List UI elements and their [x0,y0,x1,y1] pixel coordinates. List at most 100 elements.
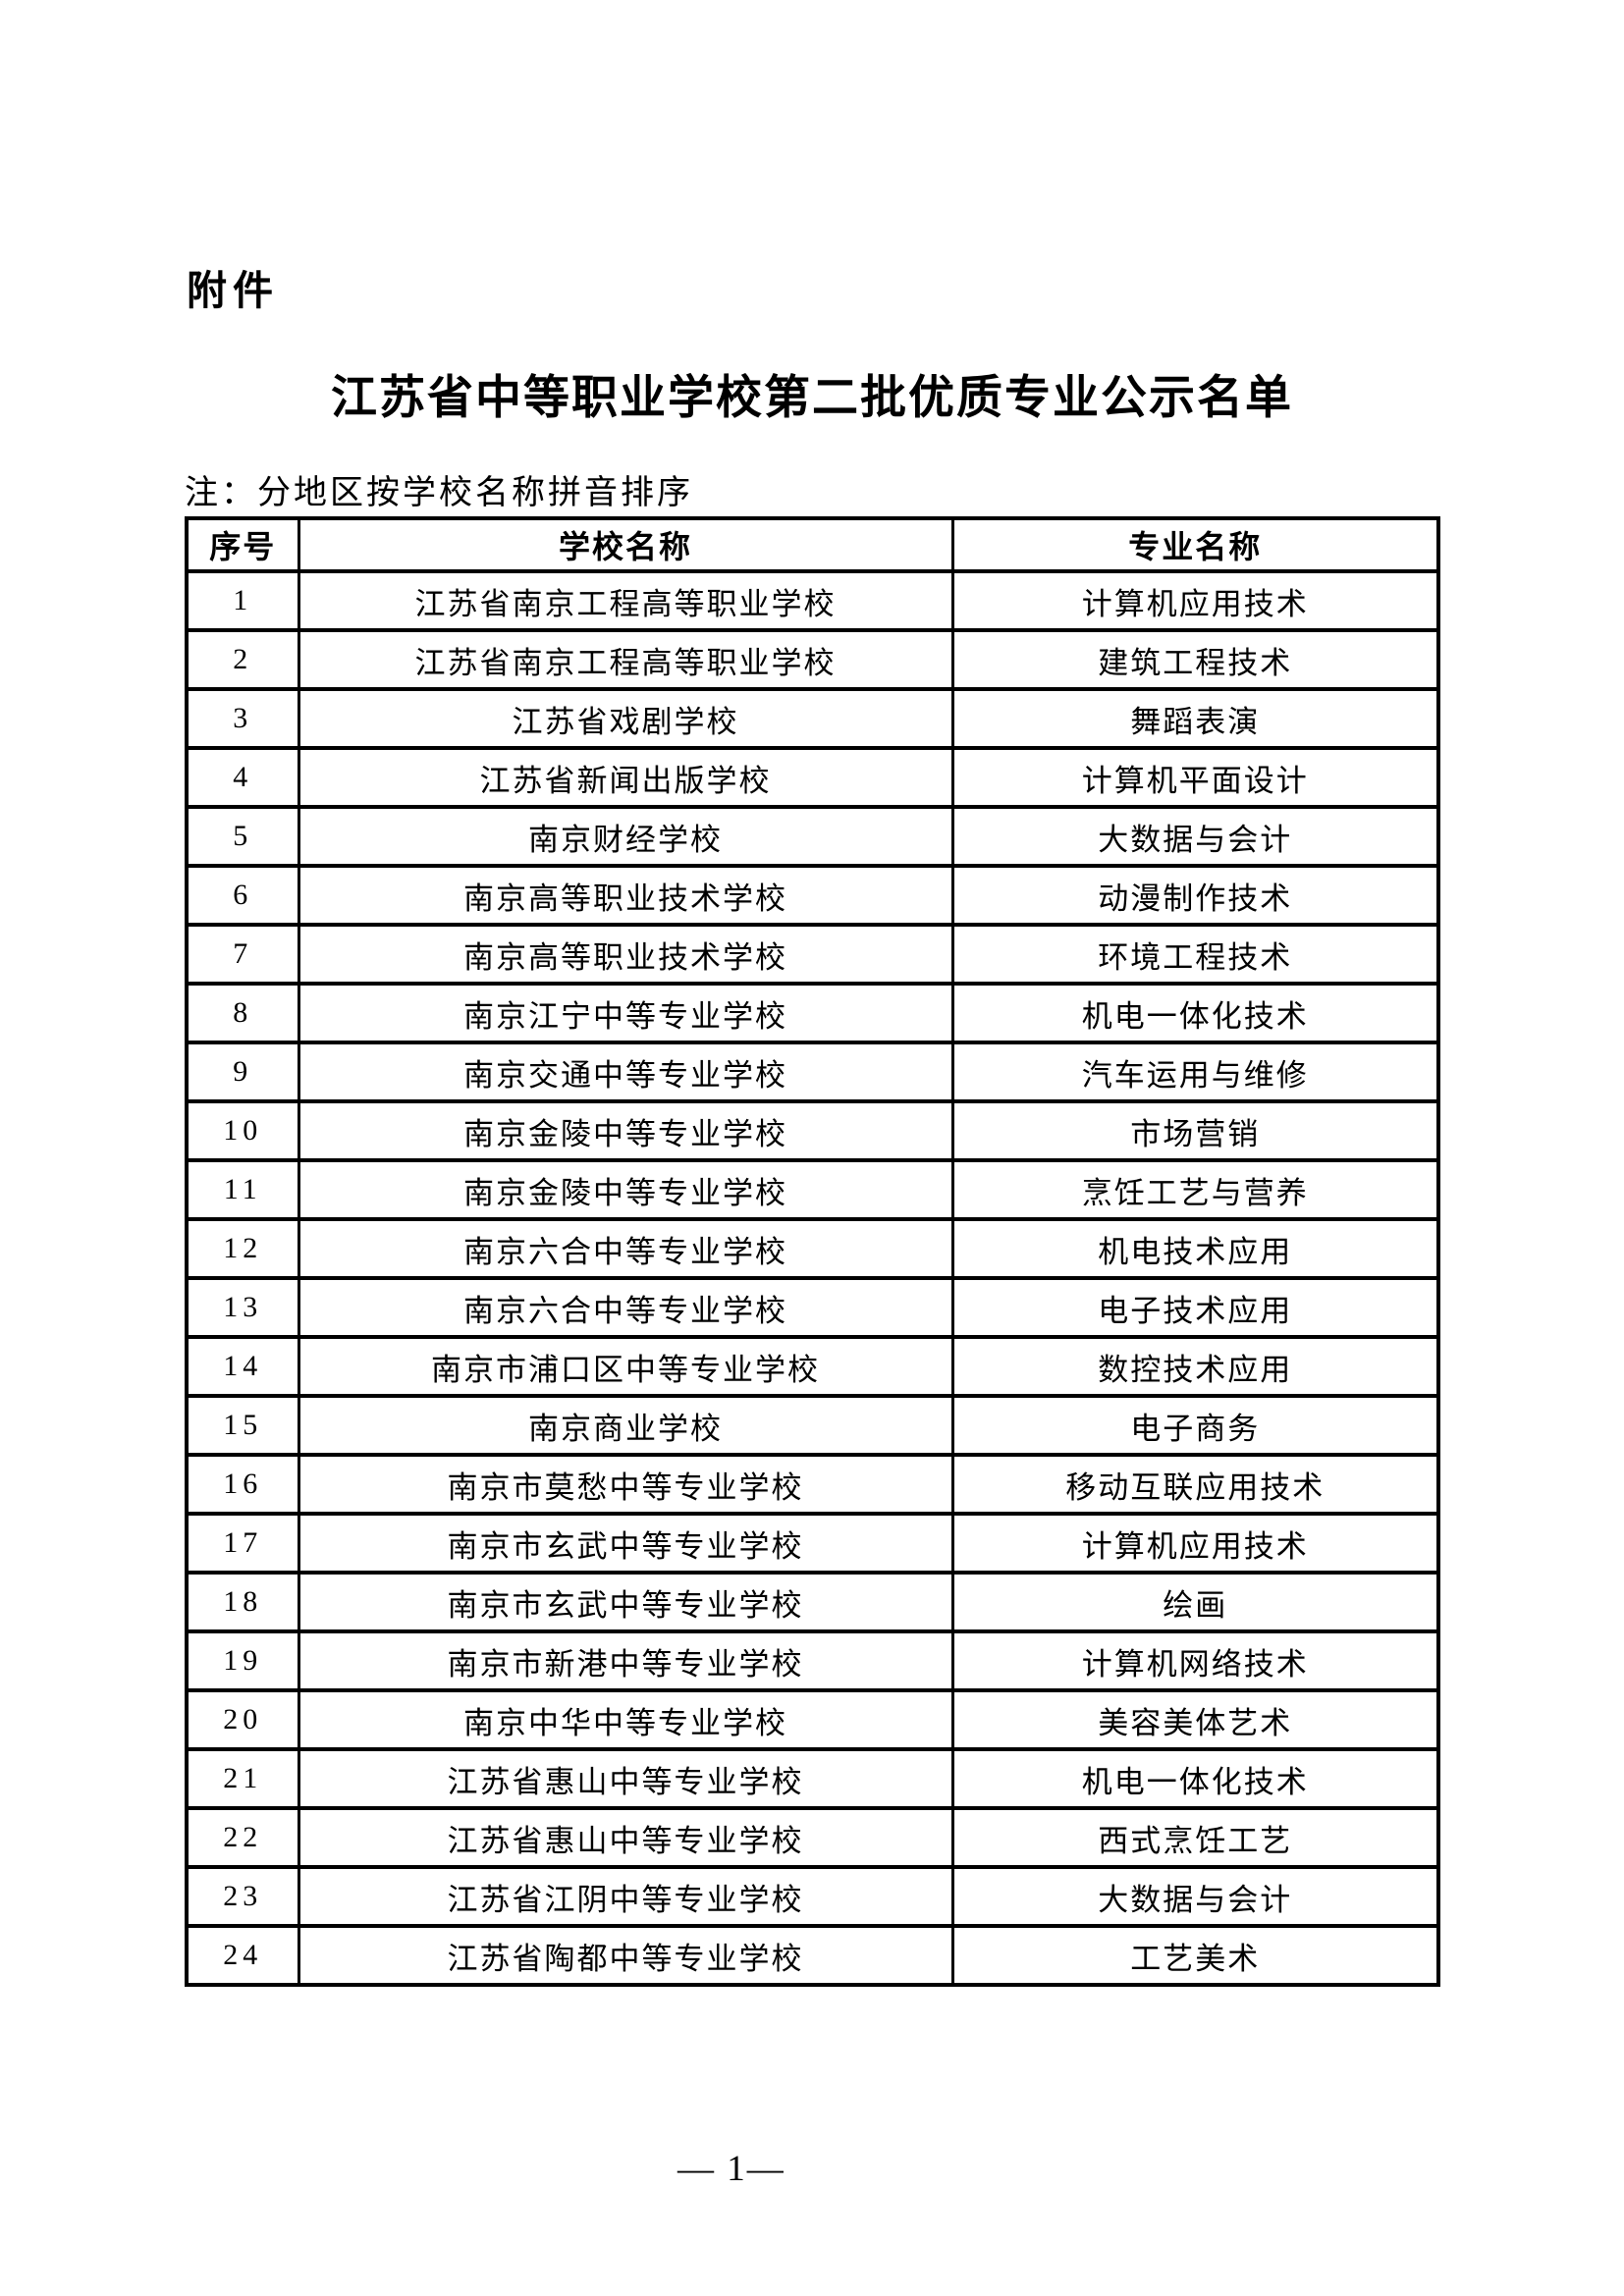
attachment-label: 附件 [187,268,279,313]
table-row: 22 江苏省惠山中等专业学校 西式烹饪工艺 [185,1806,1440,1869]
row-index-cell: 19 [185,1629,300,1692]
major-name-cell: 绘画 [950,1571,1440,1633]
major-name-cell: 移动互联应用技术 [950,1453,1440,1516]
table-row: 7 南京高等职业技术学校 环境工程技术 [185,923,1440,986]
school-name-cell: 江苏省江阴中等专业学校 [297,1865,954,1928]
table-header: 序号 学校名称 专业名称 [185,516,1440,573]
table-row: 1 江苏省南京工程高等职业学校 计算机应用技术 [185,569,1440,632]
row-index-cell: 8 [185,982,300,1044]
page-number: — 1— [677,2149,785,2189]
table-row: 8 南京江宁中等专业学校 机电一体化技术 [185,982,1440,1044]
school-name-cell: 江苏省南京工程高等职业学校 [297,628,954,691]
major-name-cell: 计算机网络技术 [950,1629,1440,1692]
major-name-cell: 数控技术应用 [950,1335,1440,1398]
table-header-row: 序号 学校名称 专业名称 [185,516,1440,573]
row-index-cell: 15 [185,1394,300,1457]
row-index-cell: 21 [185,1747,300,1810]
school-name-cell: 南京市玄武中等专业学校 [297,1512,954,1575]
school-name-cell: 南京市玄武中等专业学校 [297,1571,954,1633]
major-name-cell: 计算机应用技术 [950,569,1440,632]
row-index-cell: 17 [185,1512,300,1575]
header-major: 专业名称 [950,516,1440,573]
school-name-cell: 江苏省南京工程高等职业学校 [297,569,954,632]
row-index-cell: 18 [185,1571,300,1633]
major-name-cell: 建筑工程技术 [950,628,1440,691]
major-name-cell: 环境工程技术 [950,923,1440,986]
table-row: 19 南京市新港中等专业学校 计算机网络技术 [185,1629,1440,1692]
school-name-cell: 江苏省戏剧学校 [297,687,954,750]
major-name-cell: 舞蹈表演 [950,687,1440,750]
school-name-cell: 南京交通中等专业学校 [297,1041,954,1103]
row-index-cell: 9 [185,1041,300,1103]
major-name-cell: 动漫制作技术 [950,864,1440,927]
school-name-cell: 南京高等职业技术学校 [297,864,954,927]
school-name-cell: 南京金陵中等专业学校 [297,1099,954,1162]
header-school: 学校名称 [297,516,954,573]
table-row: 9 南京交通中等专业学校 汽车运用与维修 [185,1041,1440,1103]
row-index-cell: 12 [185,1217,300,1280]
row-index-cell: 20 [185,1688,300,1751]
school-name-cell: 南京市新港中等专业学校 [297,1629,954,1692]
table-row: 20 南京中华中等专业学校 美容美体艺术 [185,1688,1440,1751]
table-row: 2 江苏省南京工程高等职业学校 建筑工程技术 [185,628,1440,691]
major-name-cell: 美容美体艺术 [950,1688,1440,1751]
row-index-cell: 7 [185,923,300,986]
major-name-cell: 电子商务 [950,1394,1440,1457]
school-name-cell: 南京六合中等专业学校 [297,1217,954,1280]
table-row: 4 江苏省新闻出版学校 计算机平面设计 [185,746,1440,809]
major-name-cell: 计算机应用技术 [950,1512,1440,1575]
table-row: 3 江苏省戏剧学校 舞蹈表演 [185,687,1440,750]
school-name-cell: 南京市浦口区中等专业学校 [297,1335,954,1398]
major-name-cell: 西式烹饪工艺 [950,1806,1440,1869]
table-row: 6 南京高等职业技术学校 动漫制作技术 [185,864,1440,927]
table-row: 18 南京市玄武中等专业学校 绘画 [185,1571,1440,1633]
table-row: 15 南京商业学校 电子商务 [185,1394,1440,1457]
row-index-cell: 5 [185,805,300,868]
row-index-cell: 3 [185,687,300,750]
school-name-cell: 南京财经学校 [297,805,954,868]
school-name-cell: 南京高等职业技术学校 [297,923,954,986]
major-name-cell: 机电技术应用 [950,1217,1440,1280]
sort-note: 注：分地区按学校名称拼音排序 [185,475,693,511]
table-row: 16 南京市莫愁中等专业学校 移动互联应用技术 [185,1453,1440,1516]
major-name-cell: 市场营销 [950,1099,1440,1162]
row-index-cell: 10 [185,1099,300,1162]
major-name-cell: 汽车运用与维修 [950,1041,1440,1103]
row-index-cell: 11 [185,1158,300,1221]
table-row: 21 江苏省惠山中等专业学校 机电一体化技术 [185,1747,1440,1810]
school-name-cell: 南京六合中等专业学校 [297,1276,954,1339]
school-name-cell: 江苏省惠山中等专业学校 [297,1747,954,1810]
major-name-cell: 大数据与会计 [950,1865,1440,1928]
row-index-cell: 13 [185,1276,300,1339]
table-row: 17 南京市玄武中等专业学校 计算机应用技术 [185,1512,1440,1575]
row-index-cell: 23 [185,1865,300,1928]
table-row: 24 江苏省陶都中等专业学校 工艺美术 [185,1924,1440,1987]
school-name-cell: 江苏省新闻出版学校 [297,746,954,809]
school-name-cell: 南京江宁中等专业学校 [297,982,954,1044]
major-name-cell: 大数据与会计 [950,805,1440,868]
school-name-cell: 江苏省惠山中等专业学校 [297,1806,954,1869]
row-index-cell: 14 [185,1335,300,1398]
major-name-cell: 烹饪工艺与营养 [950,1158,1440,1221]
table-row: 11 南京金陵中等专业学校 烹饪工艺与营养 [185,1158,1440,1221]
table-row: 5 南京财经学校 大数据与会计 [185,805,1440,868]
school-name-cell: 南京市莫愁中等专业学校 [297,1453,954,1516]
table-row: 10 南京金陵中等专业学校 市场营销 [185,1099,1440,1162]
row-index-cell: 24 [185,1924,300,1987]
page-title: 江苏省中等职业学校第二批优质专业公示名单 [331,373,1293,424]
major-name-cell: 电子技术应用 [950,1276,1440,1339]
school-name-cell: 南京商业学校 [297,1394,954,1457]
school-name-cell: 江苏省陶都中等专业学校 [297,1924,954,1987]
row-index-cell: 1 [185,569,300,632]
row-index-cell: 22 [185,1806,300,1869]
row-index-cell: 2 [185,628,300,691]
row-index-cell: 16 [185,1453,300,1516]
header-index: 序号 [185,516,300,573]
table-row: 23 江苏省江阴中等专业学校 大数据与会计 [185,1865,1440,1928]
school-name-cell: 南京中华中等专业学校 [297,1688,954,1751]
table-row: 12 南京六合中等专业学校 机电技术应用 [185,1217,1440,1280]
major-name-cell: 计算机平面设计 [950,746,1440,809]
table-row: 13 南京六合中等专业学校 电子技术应用 [185,1276,1440,1339]
school-major-table: 序号 学校名称 专业名称 1 江苏省南京工程高等职业学校 计算机应用技术 2 江苏省南京… [185,516,1440,1987]
